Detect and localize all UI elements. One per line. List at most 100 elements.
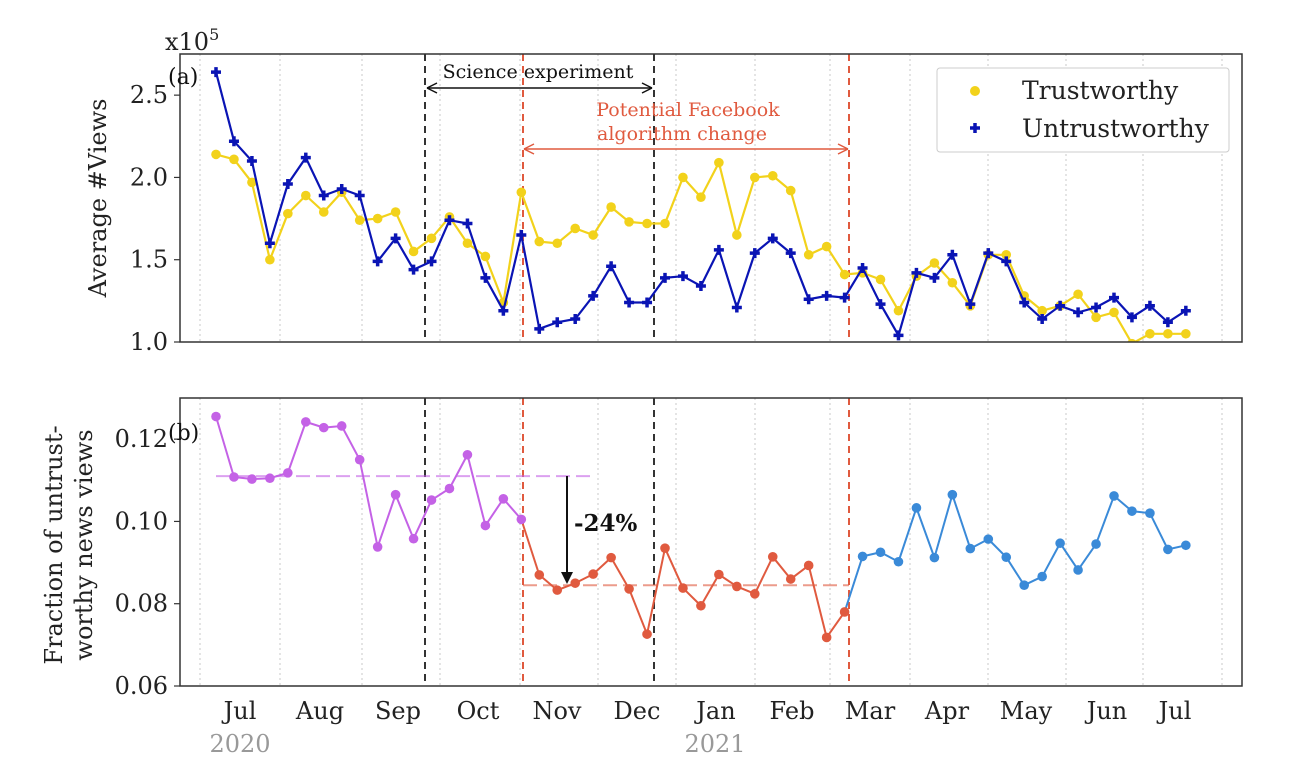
fraction-point [1109,491,1119,501]
panel-a-y-tick-label: 1.5 [130,246,168,274]
fraction-segment [376,494,397,548]
x-tick-label: Nov [532,697,581,725]
trustworthy-point [390,207,401,217]
legend-trustworthy-marker [970,86,980,96]
fraction-point [1145,508,1155,518]
trustworthy-point [247,177,257,188]
fraction-segment [1041,542,1062,578]
legend: Trustworthy Untrustworthy [936,67,1230,153]
fraction-point [983,534,994,544]
x-tick-label: Jul [221,697,257,725]
x-axis-ticks: Jul Aug Sep Oct Nov Dec Jan Feb Mar Apr May Jun Jul [221,697,1192,725]
untrustworthy-point [785,248,796,259]
facebook-change-label-line1: Potential Facebook [596,99,780,121]
facebook-change-label-line2: algorithm change [597,123,767,145]
fraction-segment [843,556,864,613]
fraction-point [821,632,832,643]
fraction-point [354,454,365,465]
panel-a-y-tick-label: 1.0 [130,328,168,356]
trustworthy-point [318,207,329,217]
fraction-segment [825,611,846,639]
trustworthy-point [1073,289,1083,300]
legend-trustworthy-label: Trustworthy [1022,76,1179,105]
untrustworthy-point [1001,256,1012,267]
untrustworthy-point [264,238,275,249]
trustworthy-point [1127,338,1137,342]
trustworthy-point [570,223,580,234]
untrustworthy-point [642,297,653,308]
untrustworthy-point [767,233,778,244]
fraction-point [552,585,563,595]
fraction-segment [1077,543,1097,571]
fraction-point [893,556,904,567]
trustworthy-point [372,213,383,224]
trustworthy-point [839,269,850,280]
trustworthy-point [875,274,886,285]
fraction-point [1019,580,1029,590]
trustworthy-point [750,172,760,183]
trustworthy-point [354,215,365,226]
untrustworthy-point [318,190,329,201]
panel-b-letter: (b) [168,421,199,446]
fraction-point [875,547,886,558]
trustworthy-point [588,230,598,240]
fraction-segment [1005,556,1026,586]
trustworthy-point [714,157,724,168]
panel-a-y-tick-label: 2.0 [130,163,168,191]
fraction-point [336,421,347,431]
untrustworthy-point [336,183,347,194]
fraction-point [318,422,329,433]
panel-a-series [211,67,1191,342]
untrustworthy-point [803,294,814,305]
science-experiment-annotation: Science experiment [426,61,653,94]
panel-b-vertical-gridlines [199,398,1223,686]
untrustworthy-point [426,256,437,267]
panel-a-frame [179,53,1243,343]
fraction-segment [286,421,307,474]
trustworthy-point [1181,328,1191,339]
fraction-point [1181,540,1191,551]
fraction-segment [933,494,954,558]
untrustworthy-point [390,233,401,244]
trustworthy-point [1145,328,1155,339]
untrustworthy-point [211,67,221,78]
untrustworthy-point [624,297,635,308]
trustworthy-point [947,277,958,288]
trustworthy-point [301,190,311,201]
trustworthy-point [642,218,652,229]
untrustworthy-point [462,218,473,229]
trustworthy-point [732,230,742,240]
panel-b-y-ticks: 0.06 0.08 0.10 0.12 [115,425,180,700]
panel-b: 0.06 0.08 0.10 0.12 (b) Fraction of untrust… [40,397,1243,700]
fraction-point [265,473,275,484]
panel-a-y-scale-label: x105 [165,25,219,56]
fraction-segment [897,507,918,563]
fraction-point [678,583,688,593]
untrustworthy-point [1126,312,1137,323]
trustworthy-point [1001,249,1012,260]
untrustworthy-point [498,305,509,316]
untrustworthy-point [660,272,670,283]
fraction-point [732,581,742,592]
untrustworthy-point [1162,317,1173,328]
untrustworthy-point [1144,300,1155,311]
legend-untrustworthy-marker [970,123,980,133]
x-tick-label: Jul [1156,697,1192,725]
fraction-point [570,578,580,588]
fraction-point [372,542,383,552]
science-experiment-label: Science experiment [443,61,634,83]
untrustworthy-point [606,261,617,272]
panel-a-y-ticks: 1.0 1.5 2.0 2.5 [130,81,180,356]
trustworthy-point [893,305,904,316]
facebook-change-arrow-head-left [523,143,535,155]
fraction-segment [1059,542,1079,571]
panel-b-frame [179,397,1243,687]
trustworthy-point [534,236,545,247]
panel-b-mean-lines [216,475,849,587]
x-tick-label: Apr [924,697,970,725]
panel-b-y-axis-label-line2: worthy news views [70,429,98,660]
panel-b-y-tick-label: 0.10 [115,507,168,535]
trustworthy-point [552,238,563,249]
fraction-segment [412,499,433,540]
